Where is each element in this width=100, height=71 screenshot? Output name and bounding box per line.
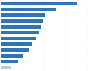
Bar <box>0 54 24 58</box>
Bar <box>0 37 36 40</box>
Bar <box>0 8 56 11</box>
Bar <box>0 25 41 29</box>
Bar <box>0 42 32 46</box>
Bar <box>0 66 11 69</box>
Bar <box>0 60 18 63</box>
Bar <box>0 2 77 5</box>
Bar <box>0 13 45 17</box>
Bar <box>0 31 39 34</box>
Bar <box>0 19 43 23</box>
Bar <box>0 48 29 52</box>
